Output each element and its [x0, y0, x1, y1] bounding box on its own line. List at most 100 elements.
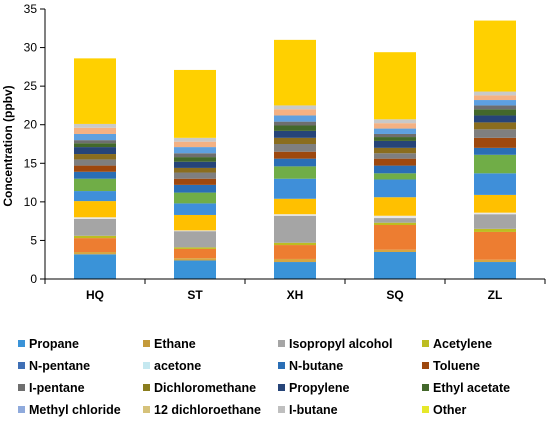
- y-tick-label: 35: [24, 2, 38, 16]
- bar-segment-st-12: [174, 172, 216, 179]
- legend-label: Acetylene: [433, 337, 492, 351]
- legend-label: I-butane: [289, 403, 338, 417]
- bar-segment-st-4: [174, 247, 216, 249]
- legend-label: 12 dichloroethane: [154, 403, 261, 417]
- bar-segment-st-17: [174, 147, 216, 154]
- legend-item: Dichloromethane: [143, 381, 256, 395]
- legend-label: acetone: [154, 359, 201, 373]
- legend-item: Ethyl acetate: [422, 381, 510, 395]
- bar-segment-zl-16: [474, 105, 516, 110]
- bar-segment-st-3: [174, 248, 216, 259]
- x-tick-label: HQ: [86, 288, 104, 302]
- bar-segment-sq-1: [374, 252, 416, 279]
- legend-item: Propane: [18, 337, 79, 351]
- bar-segment-st-18: [174, 141, 216, 148]
- bar-segment-sq-19: [374, 119, 416, 124]
- bar-segment-zl-7: [474, 194, 516, 213]
- legend-item: Ethane: [143, 337, 196, 351]
- x-tick-label: XH: [287, 288, 304, 302]
- legend-swatch: [278, 406, 285, 413]
- bar-segment-sq-12: [374, 153, 416, 159]
- bar-segment-xh-6: [274, 214, 316, 216]
- legend-label: Ethyl acetate: [433, 381, 510, 395]
- bar-segment-zl-6: [474, 212, 516, 215]
- bar-segment-zl-11: [474, 137, 516, 148]
- bar-segment-xh-10: [274, 158, 316, 167]
- bar-segment-hq-17: [74, 133, 116, 141]
- bar-segment-sq-20: [374, 52, 416, 120]
- bar-segment-st-20: [174, 69, 216, 138]
- bar-segment-hq-18: [74, 127, 116, 134]
- legend-label: Isopropyl alcohol: [289, 337, 393, 351]
- bar-segment-xh-4: [274, 242, 316, 246]
- bar-segment-hq-14: [74, 147, 116, 155]
- y-tick-label: 0: [30, 272, 37, 286]
- legend-swatch: [18, 384, 25, 391]
- y-tick-label: 15: [24, 156, 38, 170]
- bar-segment-zl-9: [474, 154, 516, 174]
- legend-swatch: [18, 362, 25, 369]
- legend-label: Methyl chloride: [29, 403, 121, 417]
- legend-item: Methyl chloride: [18, 403, 121, 417]
- bar-segment-zl-3: [474, 231, 516, 260]
- legend-item: N-pentane: [18, 359, 90, 373]
- y-tick-label: 10: [24, 195, 38, 209]
- bar-segment-xh-18: [274, 109, 316, 116]
- bar-segment-zl-19: [474, 91, 516, 96]
- bar-segment-hq-15: [74, 143, 116, 148]
- bar-segment-hq-3: [74, 238, 116, 252]
- plot-area: [74, 20, 516, 279]
- legend-item: Toluene: [422, 359, 480, 373]
- bar-segment-hq-20: [74, 58, 116, 124]
- legend-label: N-butane: [289, 359, 343, 373]
- bar-segment-st-16: [174, 153, 216, 158]
- legend-label: Propylene: [289, 381, 349, 395]
- legend-swatch: [422, 384, 429, 391]
- y-axis-title: Concentration (ppbv): [1, 85, 15, 206]
- bar-segment-hq-6: [74, 217, 116, 219]
- bar-segment-st-10: [174, 184, 216, 193]
- legend-item: acetone: [143, 359, 201, 373]
- bar-segment-zl-5: [474, 214, 516, 229]
- bar-segment-st-19: [174, 137, 216, 142]
- bar-segment-xh-8: [274, 178, 316, 199]
- legend-label: Dichloromethane: [154, 381, 256, 395]
- legend-label: I-pentane: [29, 381, 85, 395]
- bar-segment-sq-14: [374, 140, 416, 148]
- bar-segment-zl-2: [474, 259, 516, 263]
- legend-swatch: [143, 340, 150, 347]
- legend-label: Toluene: [433, 359, 480, 373]
- legend-label: Propane: [29, 337, 79, 351]
- legend-swatch: [18, 406, 25, 413]
- bar-segment-st-8: [174, 203, 216, 215]
- bar-segment-sq-9: [374, 173, 416, 180]
- bar-segment-xh-20: [274, 39, 316, 106]
- bar-segment-st-9: [174, 192, 216, 204]
- bar-segment-xh-14: [274, 130, 316, 138]
- legend-swatch: [18, 340, 25, 347]
- bar-segment-xh-17: [274, 115, 316, 122]
- bar-segment-hq-13: [74, 154, 116, 160]
- legend-swatch: [143, 406, 150, 413]
- legend-label: Ethane: [154, 337, 196, 351]
- x-tick-label: SQ: [386, 288, 403, 302]
- bar-segment-hq-11: [74, 165, 116, 172]
- bar-segment-sq-10: [374, 165, 416, 174]
- bar-segment-st-7: [174, 214, 216, 231]
- x-axis: HQ ST XH SQ ZL: [44, 278, 546, 302]
- legend-swatch: [143, 362, 150, 369]
- bar-segment-sq-13: [374, 147, 416, 154]
- legend-item: N-butane: [278, 359, 343, 373]
- bar-segment-zl-1: [474, 262, 516, 279]
- bar-segment-sq-3: [374, 225, 416, 250]
- legend: Propane Ethane Isopropyl alcohol Acetylene N…: [18, 337, 510, 417]
- bar-segment-hq-4: [74, 235, 116, 239]
- bar-segment-zl-15: [474, 109, 516, 116]
- legend-item: Propylene: [278, 381, 349, 395]
- bar-segment-st-15: [174, 157, 216, 162]
- bar-segment-zl-14: [474, 115, 516, 123]
- bar-segment-hq-9: [74, 178, 116, 192]
- legend-item: Isopropyl alcohol: [278, 337, 393, 351]
- bar-segment-xh-3: [274, 245, 316, 259]
- bar-segment-xh-7: [274, 198, 316, 215]
